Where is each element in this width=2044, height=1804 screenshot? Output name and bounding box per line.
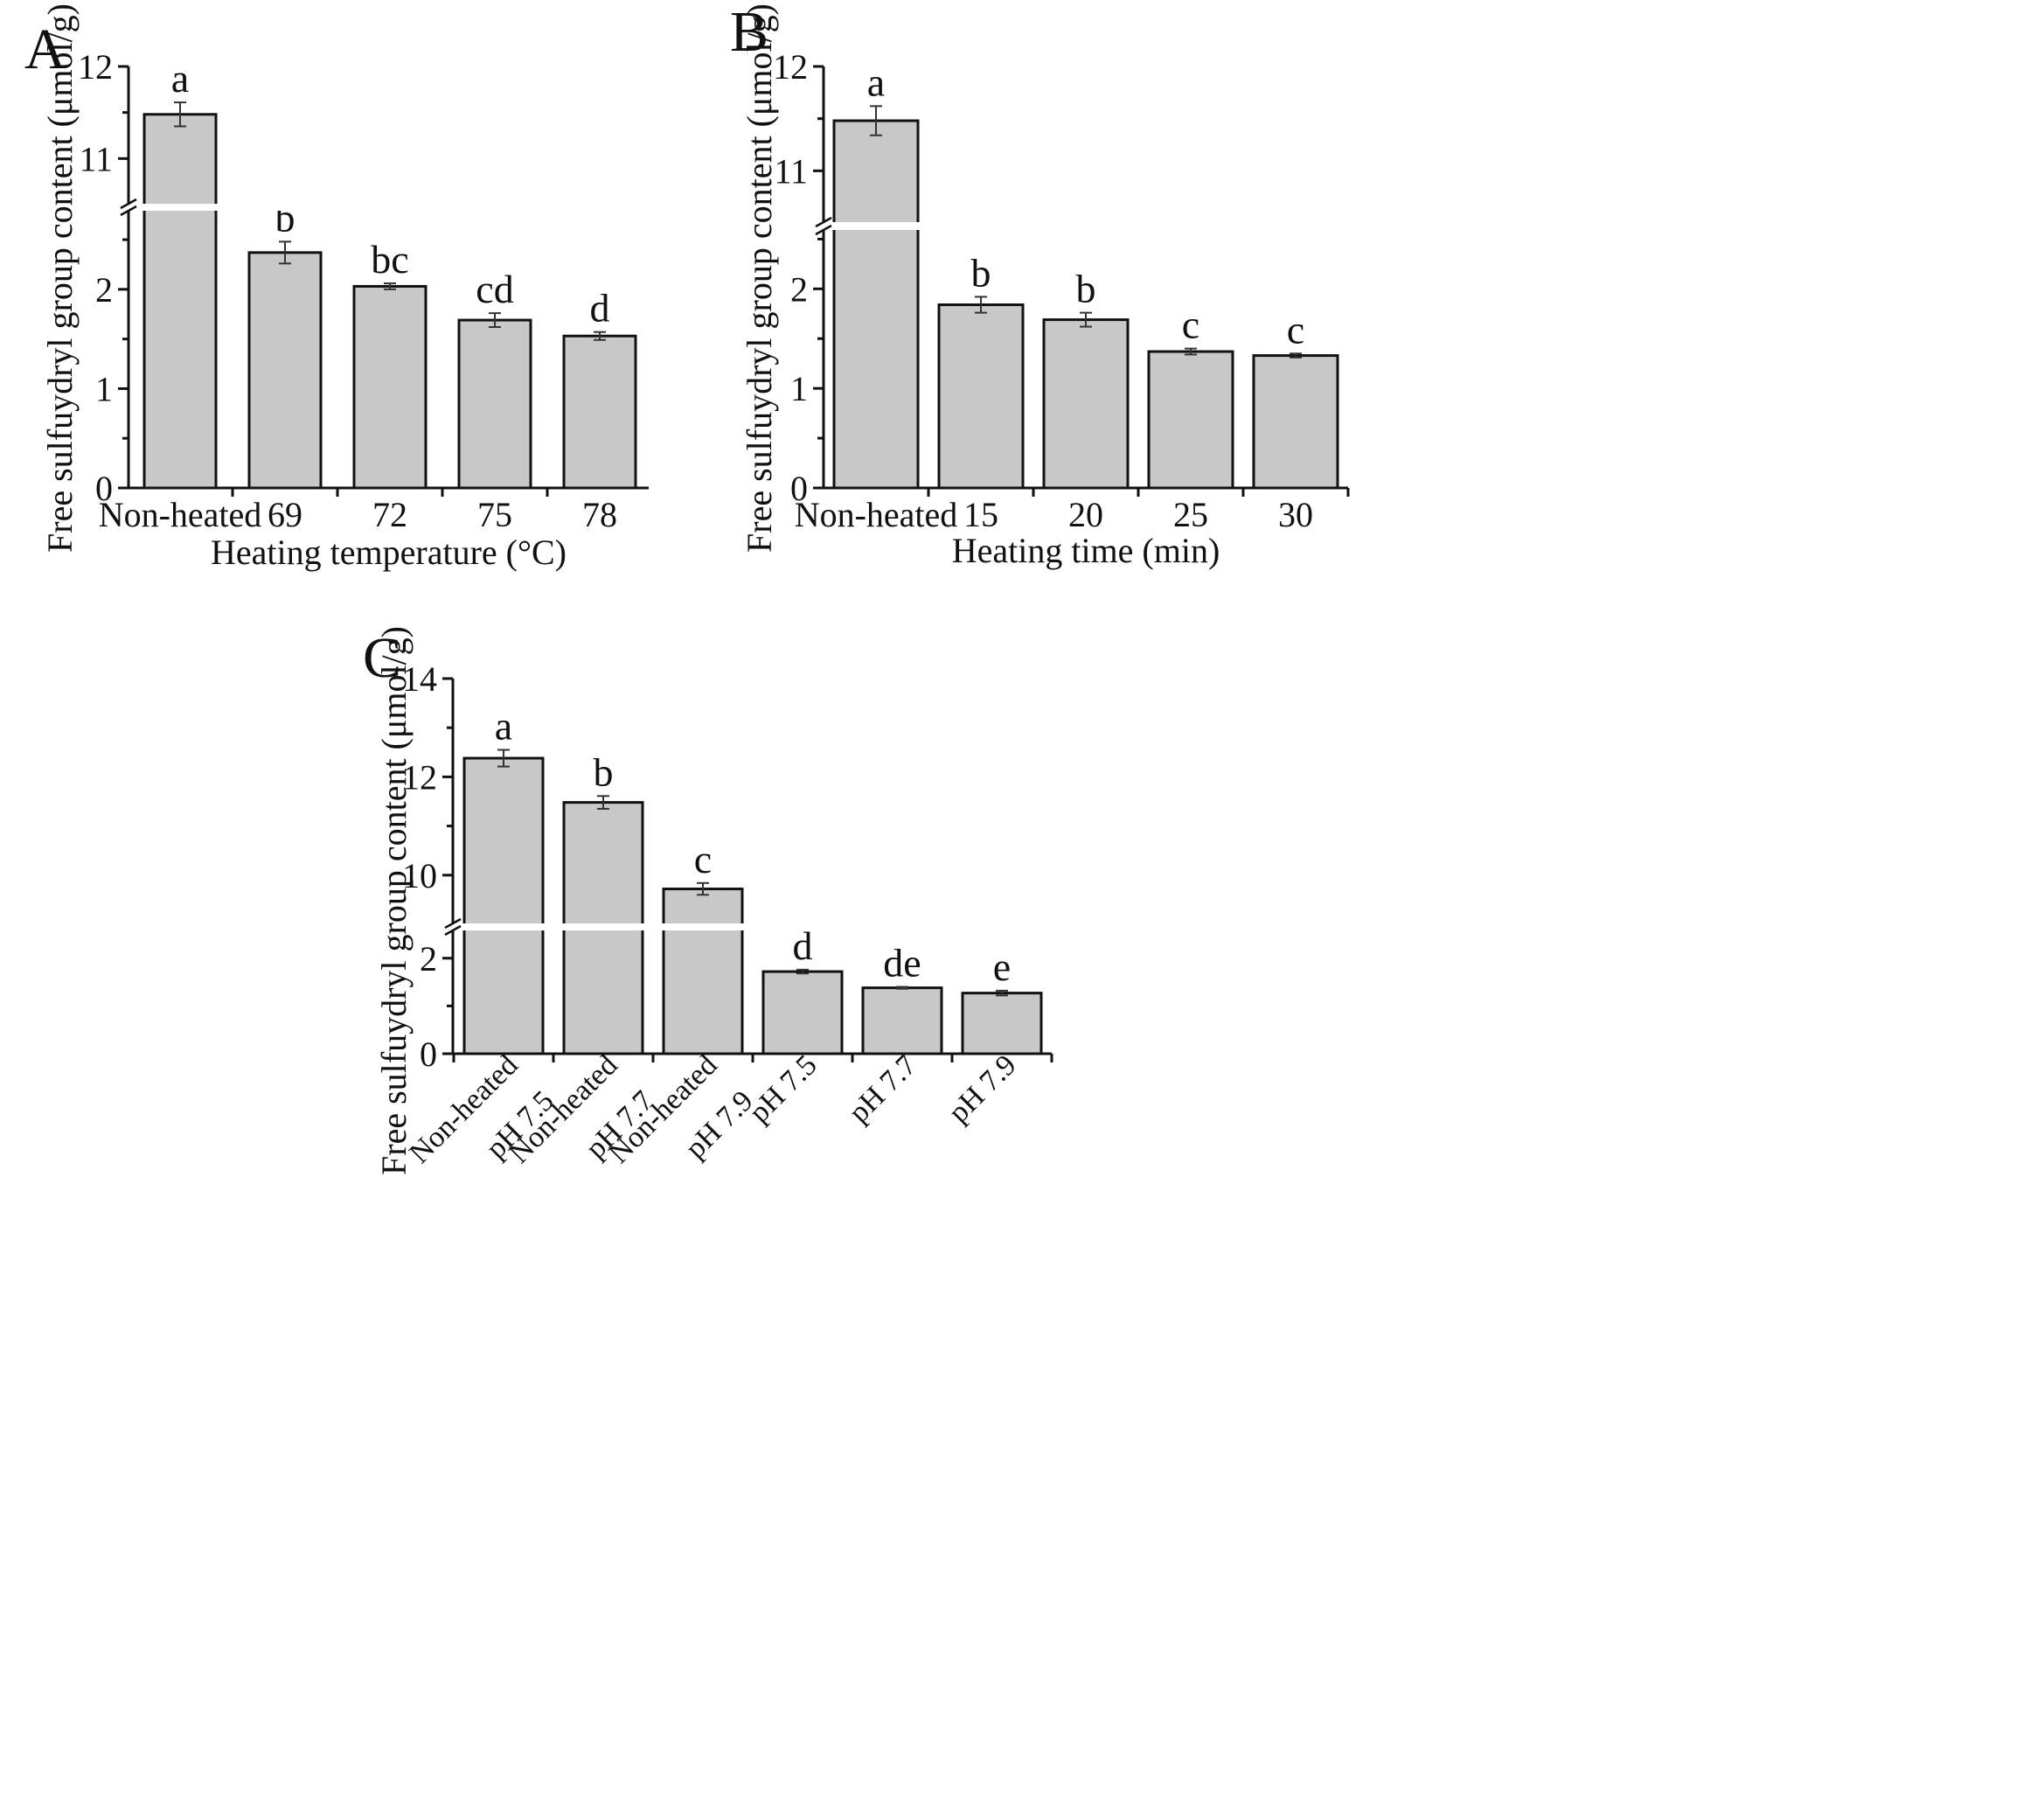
y-axis-title: Free sulfuydryl group content (μmol/g) (40, 3, 80, 553)
axis-break-gap (130, 204, 650, 211)
x-tick-label: 72 (372, 495, 407, 534)
y-tick-label: 12 (773, 47, 808, 87)
x-tick-label: 15 (963, 495, 998, 534)
significance-label: bc (371, 237, 408, 282)
significance-label: d (793, 923, 813, 968)
y-tick-label: 0 (95, 469, 113, 508)
bar (961, 992, 1043, 1055)
significance-label: b (594, 749, 614, 794)
bar (562, 334, 637, 490)
bar (662, 888, 744, 1055)
y-tick-label: 0 (420, 1034, 437, 1074)
axis-break-mark (120, 205, 137, 217)
x-tick-label: Non-heatedpH 7.9 (602, 1048, 759, 1205)
y-tick-label: 11 (79, 139, 113, 178)
panel-letter: C (363, 626, 401, 690)
bar (352, 284, 428, 490)
x-tick-label: Non-heated (795, 495, 958, 534)
x-axis-title: Heating temperature (°C) (211, 533, 567, 572)
x-tick-label: 75 (477, 495, 512, 534)
x-tick-label-line: pH 7.5 (743, 1048, 824, 1129)
axis-break-gap (825, 222, 1350, 230)
bar (1042, 318, 1130, 490)
axis-break-mark (120, 198, 137, 210)
y-tick-label: 2 (790, 269, 808, 309)
x-tick-label-line: pH 7.9 (942, 1048, 1023, 1129)
x-axis-title: Heating time (min) (952, 531, 1220, 570)
y-tick-label: 14 (402, 659, 437, 699)
y-tick-label: 12 (402, 757, 437, 797)
y-tick-label: 1 (95, 369, 113, 408)
significance-label: d (590, 286, 610, 331)
panel-letter: B (730, 0, 768, 64)
panel-letter: A (24, 17, 66, 81)
bar (937, 303, 1025, 490)
significance-label: cd (476, 267, 513, 311)
bar (457, 318, 532, 490)
bar (247, 251, 323, 490)
bar (861, 986, 943, 1055)
bar (1252, 354, 1339, 490)
bar (1147, 350, 1234, 490)
significance-label: de (883, 941, 921, 986)
bar (462, 756, 545, 1055)
y-tick-label: 2 (95, 270, 113, 310)
significance-label: a (495, 703, 512, 748)
significance-label: a (867, 59, 885, 104)
significance-label: c (1287, 307, 1304, 352)
axis-break-mark (815, 224, 832, 236)
significance-label: c (1182, 303, 1199, 347)
y-axis-title: Free sulfuydryl group content (μmol/g) (374, 626, 414, 1175)
x-tick-label: 25 (1173, 495, 1208, 534)
bar (143, 113, 218, 490)
axis-break-mark (444, 924, 462, 937)
y-tick-label: 12 (78, 47, 113, 87)
y-tick-label: 1 (790, 369, 808, 408)
significance-label: c (694, 837, 712, 881)
axis-break-gap (455, 923, 1053, 930)
x-tick-label: 20 (1068, 495, 1103, 534)
x-tick-label: pH 7.5 (743, 1048, 824, 1129)
y-tick-label: 0 (790, 469, 808, 508)
x-tick-label: pH 7.7 (843, 1048, 923, 1129)
significance-label: b (1076, 267, 1096, 311)
bar (832, 119, 920, 490)
significance-label: e (993, 944, 1011, 989)
significance-label: b (971, 250, 991, 295)
y-tick-label: 10 (402, 856, 437, 895)
x-tick-label: pH 7.9 (942, 1048, 1023, 1129)
axis-break-mark (815, 216, 832, 228)
bar (761, 970, 844, 1055)
significance-label: a (171, 56, 189, 101)
axis-break-mark (444, 917, 462, 930)
x-tick-label-line: pH 7.7 (843, 1048, 923, 1129)
x-tick-label: Non-heated (99, 495, 262, 534)
x-tick-label: 69 (268, 495, 302, 534)
y-axis-title: Free sulfuydryl group content (μmol/g) (740, 3, 779, 553)
y-tick-label: 11 (774, 151, 808, 191)
x-tick-label: 78 (582, 495, 617, 534)
y-tick-label: 2 (420, 939, 437, 979)
x-tick-label: 30 (1278, 495, 1313, 534)
significance-label: b (275, 195, 295, 240)
